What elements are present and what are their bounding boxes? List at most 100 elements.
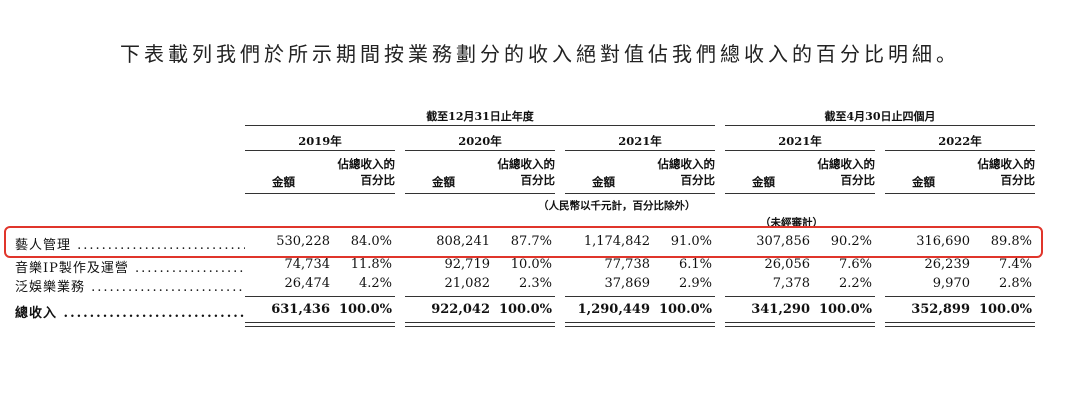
pct-header: 佔總收入的百分比 [785, 156, 876, 188]
pct-cell: 100.0% [978, 302, 1032, 317]
amount-cell: 74,734 [284, 257, 331, 272]
table-row: 泛娛樂業務 26,474 4.2% 21,082 2.3% 37,869 2.9… [0, 276, 1080, 295]
pct-cell: 90.2% [830, 234, 872, 249]
header-rule [725, 193, 875, 194]
total-double-rule [565, 322, 715, 327]
pct-header-line1: 佔總收入的 [497, 157, 556, 171]
subtotal-rule [725, 296, 875, 297]
total-row: 總收入 631,436 100.0% 922,042 100.0% 1,290,… [0, 302, 1080, 321]
year-rule [885, 150, 1035, 151]
pct-header-line2: 百分比 [840, 173, 876, 187]
amount-header: 金額 [272, 175, 295, 189]
amount-header: 金額 [592, 175, 615, 189]
amount-cell: 341,290 [751, 302, 810, 317]
pct-cell: 87.7% [510, 234, 552, 249]
amount-header: 金額 [432, 175, 455, 189]
total-double-rule [725, 322, 875, 327]
amount-cell: 9,970 [932, 276, 970, 291]
pct-header-line2: 百分比 [520, 173, 556, 187]
pct-cell: 100.0% [338, 302, 392, 317]
pct-header-line1: 佔總收入的 [337, 157, 396, 171]
pct-header: 佔總收入的百分比 [305, 156, 396, 188]
header-rule [565, 193, 715, 194]
amount-cell: 808,241 [436, 234, 490, 249]
header-rule [245, 193, 395, 194]
year-header-2022-apr: 2022年 [938, 134, 982, 148]
pct-header: 佔總收入的百分比 [945, 156, 1036, 188]
header-rule [405, 193, 555, 194]
amount-cell: 7,378 [772, 276, 810, 291]
amount-header: 金額 [752, 175, 775, 189]
amount-cell: 21,082 [444, 276, 491, 291]
pct-cell: 84.0% [350, 234, 392, 249]
year-rule [245, 150, 395, 151]
pct-cell: 100.0% [658, 302, 712, 317]
unit-note: （人民幣以千元計，百分比除外） [538, 200, 696, 212]
pct-cell: 7.4% [998, 257, 1032, 272]
amount-cell: 92,719 [444, 257, 491, 272]
pct-header: 佔總收入的百分比 [625, 156, 716, 188]
row-label: 總收入 [15, 302, 245, 321]
year-header-2020: 2020年 [458, 134, 502, 148]
row-label: 藝人管理 [15, 234, 245, 253]
amount-cell: 26,056 [764, 257, 811, 272]
highlight-box [4, 226, 1043, 258]
year-header-2021: 2021年 [618, 134, 662, 148]
pct-header-line1: 佔總收入的 [817, 157, 876, 171]
pct-header-line2: 百分比 [360, 173, 396, 187]
amount-cell: 77,738 [604, 257, 651, 272]
year-header-2021-apr: 2021年 [778, 134, 822, 148]
pct-header-line1: 佔總收入的 [977, 157, 1036, 171]
year-rule [405, 150, 555, 151]
pct-header-line2: 百分比 [680, 173, 716, 187]
pct-cell: 7.6% [838, 257, 872, 272]
subtotal-rule [245, 296, 395, 297]
intro-text: 下表載列我們於所示期間按業務劃分的收入絕對值佔我們總收入的百分比明細。 [120, 42, 960, 66]
header-rule [885, 193, 1035, 194]
pct-cell: 11.8% [350, 257, 392, 272]
row-label: 音樂IP製作及運營 [15, 257, 245, 276]
group-rule-year-end [245, 125, 715, 126]
pct-cell: 91.0% [670, 234, 712, 249]
year-header-2019: 2019年 [298, 134, 342, 148]
subtotal-rule [405, 296, 555, 297]
total-double-rule [885, 322, 1035, 327]
table-row: 藝人管理 530,228 84.0% 808,241 87.7% 1,174,8… [0, 234, 1080, 253]
amount-cell: 1,290,449 [577, 302, 650, 317]
pct-cell: 6.1% [678, 257, 712, 272]
pct-cell: 10.0% [510, 257, 552, 272]
amount-cell: 352,899 [911, 302, 970, 317]
row-label: 泛娛樂業務 [15, 276, 245, 295]
pct-cell: 100.0% [818, 302, 872, 317]
amount-cell: 37,869 [604, 276, 651, 291]
pct-header-line1: 佔總收入的 [657, 157, 716, 171]
pct-cell: 2.3% [518, 276, 552, 291]
pct-cell: 2.9% [678, 276, 712, 291]
amount-cell: 316,690 [916, 234, 970, 249]
pct-cell: 89.8% [990, 234, 1032, 249]
amount-cell: 307,856 [756, 234, 810, 249]
table-row: 音樂IP製作及運營 74,734 11.8% 92,719 10.0% 77,7… [0, 257, 1080, 276]
amount-cell: 26,474 [284, 276, 331, 291]
year-rule [725, 150, 875, 151]
pct-cell: 2.2% [838, 276, 872, 291]
amount-cell: 922,042 [431, 302, 490, 317]
group-header-year-end: 截至12月31日止年度 [426, 110, 534, 123]
amount-cell: 26,239 [924, 257, 971, 272]
group-rule-four-months [725, 125, 1035, 126]
total-double-rule [245, 322, 395, 327]
amount-cell: 631,436 [271, 302, 330, 317]
pct-header-line2: 百分比 [1000, 173, 1036, 187]
pct-header: 佔總收入的百分比 [465, 156, 556, 188]
group-header-four-months: 截至4月30日止四個月 [824, 110, 936, 123]
pct-cell: 2.8% [998, 276, 1032, 291]
year-rule [565, 150, 715, 151]
subtotal-rule [885, 296, 1035, 297]
total-double-rule [405, 322, 555, 327]
subtotal-rule [565, 296, 715, 297]
amount-cell: 1,174,842 [583, 234, 650, 249]
amount-cell: 530,228 [276, 234, 330, 249]
pct-cell: 100.0% [498, 302, 552, 317]
pct-cell: 4.2% [358, 276, 392, 291]
amount-header: 金額 [912, 175, 935, 189]
